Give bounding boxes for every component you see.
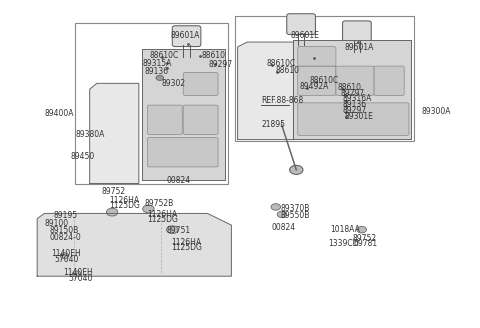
Circle shape — [277, 211, 287, 218]
Text: 00824: 00824 — [271, 223, 295, 232]
Text: 1126HA: 1126HA — [109, 196, 139, 205]
Text: 89316A: 89316A — [343, 94, 372, 103]
Text: 89100: 89100 — [44, 219, 69, 228]
Text: 89297: 89297 — [343, 106, 367, 115]
Text: 88610C: 88610C — [149, 51, 179, 60]
Text: 89297: 89297 — [340, 89, 364, 98]
FancyBboxPatch shape — [147, 138, 218, 167]
Text: 21895: 21895 — [262, 120, 286, 130]
Polygon shape — [90, 83, 139, 183]
FancyBboxPatch shape — [183, 105, 218, 134]
Text: 89450: 89450 — [71, 152, 95, 161]
Text: 89136: 89136 — [144, 67, 168, 76]
Circle shape — [72, 271, 81, 277]
Text: 89751: 89751 — [166, 226, 190, 235]
Text: 1140EH: 1140EH — [51, 249, 81, 258]
Polygon shape — [142, 49, 225, 180]
FancyBboxPatch shape — [172, 26, 201, 47]
Text: 1125DG: 1125DG — [109, 201, 140, 210]
FancyBboxPatch shape — [287, 14, 315, 34]
FancyBboxPatch shape — [183, 72, 218, 95]
Text: 89370B: 89370B — [281, 204, 310, 214]
Text: 89601A: 89601A — [345, 43, 374, 52]
Text: 69781: 69781 — [353, 239, 377, 248]
Text: 89550B: 89550B — [281, 211, 310, 220]
Text: 89300A: 89300A — [421, 108, 451, 116]
Text: REF.88-868: REF.88-868 — [262, 96, 304, 105]
Text: 89400A: 89400A — [44, 109, 74, 118]
Text: 1126HA: 1126HA — [147, 210, 177, 219]
FancyBboxPatch shape — [298, 66, 336, 95]
Text: 88610C: 88610C — [266, 59, 296, 68]
Polygon shape — [37, 214, 231, 276]
Text: 57040: 57040 — [68, 274, 93, 283]
Text: 89752: 89752 — [352, 234, 376, 243]
Circle shape — [167, 226, 178, 234]
FancyBboxPatch shape — [343, 21, 371, 42]
Text: 88610: 88610 — [202, 51, 226, 60]
Text: 88610: 88610 — [276, 67, 300, 75]
Text: 89297: 89297 — [209, 60, 233, 69]
Text: 89601A: 89601A — [171, 31, 200, 40]
Circle shape — [357, 226, 366, 233]
Circle shape — [107, 208, 118, 216]
Text: 1125DG: 1125DG — [171, 243, 202, 253]
Polygon shape — [293, 40, 411, 139]
FancyBboxPatch shape — [147, 105, 182, 134]
Text: 1125DG: 1125DG — [147, 215, 178, 224]
Text: 89752: 89752 — [102, 187, 126, 196]
Text: 1126HA: 1126HA — [171, 238, 201, 247]
Text: 89492A: 89492A — [300, 82, 329, 91]
Text: 89315A: 89315A — [142, 59, 171, 68]
Text: 89752B: 89752B — [144, 199, 174, 208]
Text: 00824-0: 00824-0 — [49, 233, 81, 242]
FancyBboxPatch shape — [374, 66, 404, 95]
Text: 00824: 00824 — [166, 176, 190, 185]
Text: 88610: 88610 — [338, 83, 362, 92]
Text: 1018AA: 1018AA — [331, 225, 360, 234]
Circle shape — [156, 75, 164, 80]
Text: 57040: 57040 — [54, 256, 78, 264]
Text: 89380A: 89380A — [75, 130, 105, 139]
Circle shape — [143, 205, 154, 213]
Text: 89302: 89302 — [161, 79, 185, 88]
Text: 1339CD: 1339CD — [328, 239, 359, 248]
Text: 89150B: 89150B — [49, 226, 78, 235]
Text: 1140EH: 1140EH — [63, 268, 93, 277]
FancyBboxPatch shape — [298, 103, 409, 135]
Text: 89601E: 89601E — [290, 31, 319, 40]
Text: 88610C: 88610C — [309, 75, 338, 85]
Circle shape — [289, 165, 303, 174]
Text: 89195: 89195 — [54, 211, 78, 220]
Polygon shape — [238, 42, 293, 140]
Circle shape — [60, 253, 69, 259]
Circle shape — [271, 204, 281, 210]
FancyBboxPatch shape — [298, 47, 336, 66]
Text: 89301E: 89301E — [345, 113, 374, 121]
Text: 89136: 89136 — [343, 100, 367, 109]
FancyBboxPatch shape — [336, 66, 374, 95]
